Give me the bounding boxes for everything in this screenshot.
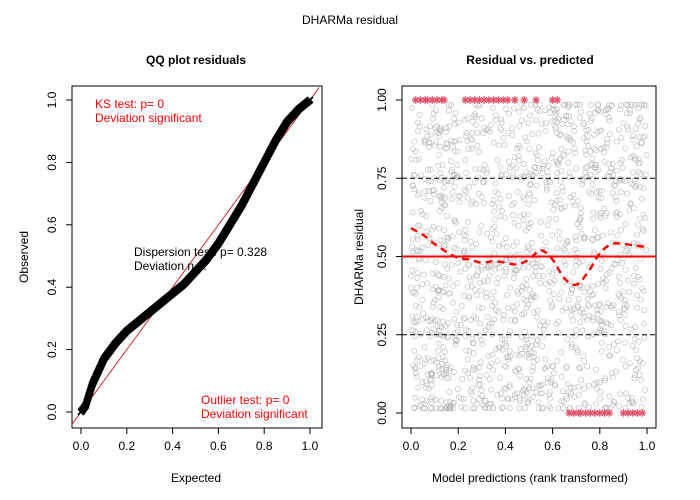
residual-ytick-label: 0.75 [375, 166, 389, 190]
outlier-marker-top [499, 96, 507, 104]
qq-xtick-label: 0.2 [118, 439, 135, 453]
outlier-marker-top [520, 96, 529, 104]
quantile-smooth-curve [410, 227, 648, 287]
residual-outlier-markers [411, 96, 647, 417]
outlier-marker-top [511, 96, 519, 104]
residual-plot-title: Residual vs. predicted [466, 53, 593, 67]
residual-ytick-label: 0.50 [375, 244, 389, 268]
outlier-marker-bottom [570, 409, 578, 417]
residual-ytick-label: 0.00 [375, 401, 389, 425]
qq-plot-frame [71, 85, 323, 429]
ks-test-label: KS test: p= 0 [95, 97, 164, 111]
outlier-marker-top [470, 96, 479, 104]
outlier-test-label: Outlier test: p= 0 [201, 393, 290, 407]
outlier-marker-bottom [565, 409, 573, 417]
outlier-marker-top [494, 96, 503, 104]
residual-axis-ticks: 0.0 0.2 0.4 0.6 0.8 1.0 0.00 0.25 0.50 0.75 1.00 [375, 88, 656, 453]
qq-ytick-label: 1.0 [45, 91, 59, 108]
qq-ytick-label: 0.0 [45, 403, 59, 420]
outlier-marker-top [416, 96, 425, 104]
outlier-marker-bottom [605, 409, 614, 417]
qq-xtick-label: 0.0 [73, 439, 90, 453]
outlier-marker-top [553, 96, 562, 104]
qq-axis-ticks: 0.0 0.2 0.4 0.6 0.8 1.0 0.0 0.2 0.4 0.6 0.8 1.0 [45, 91, 319, 453]
residual-xtick-label: 0.0 [403, 439, 420, 453]
outlier-marker-top [532, 96, 540, 104]
figure-title: DHARMa residual [302, 13, 398, 27]
residual-xtick-label: 1.0 [639, 439, 656, 453]
outlier-marker-bottom [581, 409, 590, 417]
residual-vs-predicted-panel: Residual vs. predicted 0.0 0.2 0.4 0.6 0.8 1.… [352, 53, 657, 485]
outlier-marker-bottom [600, 409, 609, 417]
outlier-marker-bottom [629, 409, 637, 417]
residual-ytick-label: 0.25 [375, 323, 389, 347]
qq-plot-title: QQ plot residuals [146, 53, 246, 67]
quantile-smooth-line [410, 227, 648, 287]
qq-xtick-label: 0.6 [210, 439, 227, 453]
qq-ytick-label: 0.6 [45, 216, 59, 233]
outlier-marker-top [440, 96, 448, 104]
qq-curve-markers [77, 96, 314, 416]
outlier-marker-bottom [586, 409, 595, 417]
qq-plot-panel: QQ plot residuals 0.0 0.2 0.4 0.6 0.8 1.00.00… [17, 53, 323, 485]
outlier-marker-top [475, 96, 484, 104]
qq-ylabel: Observed [17, 231, 31, 283]
qq-xtick-label: 0.8 [256, 439, 273, 453]
dispersion-deviation-label: Deviation n.s. [134, 259, 207, 273]
qq-ytick-label: 0.2 [45, 341, 59, 358]
outlier-marker-top [503, 96, 512, 104]
outlier-marker-top [423, 96, 432, 104]
qq-ytick-label: 0.8 [45, 154, 59, 171]
qq-xlabel: Expected [171, 471, 221, 485]
outlier-marker-bottom [624, 409, 632, 417]
residual-xtick-label: 0.8 [591, 439, 608, 453]
outlier-marker-top [411, 96, 420, 104]
qq-xtick-label: 0.4 [164, 439, 181, 453]
outlier-marker-top [480, 96, 488, 104]
outlier-marker-top [461, 96, 470, 104]
outlier-marker-bottom [638, 409, 647, 417]
residual-xlabel: Model predictions (rank transformed) [432, 471, 628, 485]
residual-reference-lines [402, 177, 656, 336]
outlier-deviation-label: Deviation significant [201, 407, 308, 421]
residual-ytick-label: 1.00 [375, 88, 389, 112]
outlier-marker-bottom [577, 409, 585, 417]
qq-points [77, 96, 314, 416]
residual-xtick-label: 0.6 [544, 439, 561, 453]
residual-xtick-label: 0.2 [450, 439, 467, 453]
residual-scatter-points [408, 101, 650, 412]
ks-deviation-label: Deviation significant [95, 111, 202, 125]
outlier-marker-bottom [619, 409, 628, 417]
outlier-marker-bottom [596, 409, 604, 417]
residual-xtick-label: 0.4 [497, 439, 514, 453]
outlier-marker-top [428, 96, 437, 104]
qq-ytick-label: 0.4 [45, 279, 59, 296]
outlier-marker-top [433, 96, 441, 104]
residual-ylabel: DHARMa residual [352, 209, 366, 305]
outlier-marker-bottom [591, 409, 599, 417]
residual-point-cloud [408, 101, 650, 412]
outlier-marker-bottom [633, 409, 642, 417]
outlier-marker-top [485, 96, 493, 104]
outlier-marker-top [466, 96, 474, 104]
outlier-marker-top [489, 96, 498, 104]
outlier-marker-top [548, 96, 557, 104]
dispersion-test-label: Dispersion test: p= 0.328 [134, 245, 267, 259]
qq-xtick-label: 1.0 [302, 439, 319, 453]
